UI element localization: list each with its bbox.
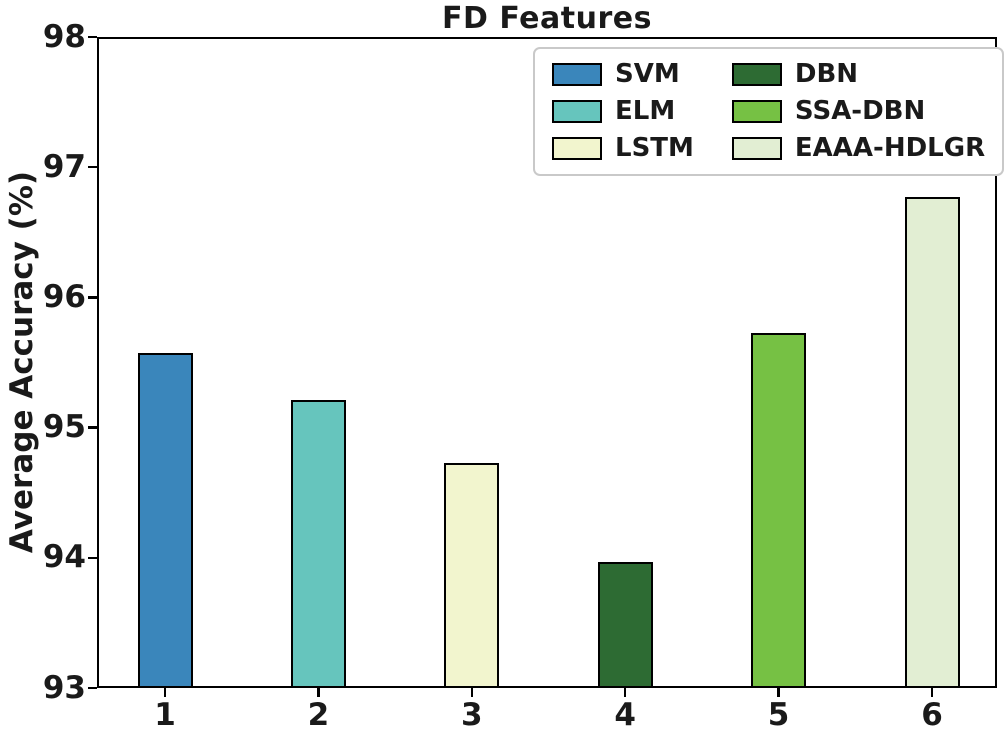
y-tick-mark	[88, 556, 97, 560]
x-tick-mark	[317, 688, 320, 697]
y-tick-label: 95	[42, 409, 86, 446]
legend-item-svm: SVM	[552, 60, 694, 88]
y-tick-label: 94	[42, 539, 86, 576]
legend-item-eaaa-hdlgr: EAAA-HDLGR	[731, 133, 986, 163]
legend-swatch-ssa-dbn	[731, 99, 782, 123]
legend-item-dbn: DBN	[731, 59, 985, 89]
x-tick-label: 3	[461, 697, 483, 731]
legend-label: SSA-DBN	[794, 96, 926, 126]
legend-swatch-dbn	[731, 62, 782, 86]
legend-label: DBN	[794, 59, 859, 89]
legend-swatch-eaaa-hdlgr	[731, 136, 782, 160]
x-tick-mark	[470, 688, 474, 697]
y-tick-label: 93	[42, 669, 86, 706]
legend-swatch-svm	[552, 62, 602, 86]
legend-swatch-lstm	[552, 136, 602, 160]
y-axis-label: Average Accuracy (%)	[4, 170, 40, 554]
bar-ssa-dbn	[751, 332, 807, 688]
x-tick-mark	[163, 688, 167, 697]
bar-svm	[137, 353, 193, 688]
legend-label: SVM	[615, 59, 680, 89]
legend-label: ELM	[615, 96, 676, 126]
x-tick-mark	[623, 688, 627, 697]
legend-label: LSTM	[615, 133, 694, 163]
x-tick-mark	[930, 688, 934, 697]
y-tick-mark	[88, 35, 97, 39]
y-tick-label: 98	[42, 18, 86, 55]
chart-title: FD Features	[442, 1, 652, 36]
legend-item-elm: ELM	[552, 97, 694, 125]
x-tick-label: 4	[614, 697, 636, 731]
bar-lstm	[444, 462, 500, 688]
x-tick-mark	[777, 688, 780, 697]
legend-swatch-elm	[552, 99, 602, 123]
legend: SVM DBN ELM SSA-DBN LSTM EAAA-HDLGR	[533, 47, 1005, 176]
y-tick-mark	[88, 686, 97, 690]
bar-elm	[290, 400, 346, 688]
legend-item-ssa-dbn: SSA-DBN	[731, 96, 985, 126]
y-tick-mark	[88, 426, 97, 429]
bar-dbn	[597, 561, 653, 688]
bar-eaaa-hdlgr	[904, 197, 960, 688]
legend-item-lstm: LSTM	[552, 134, 694, 162]
y-tick-mark	[88, 296, 97, 299]
x-tick-label: 5	[767, 697, 790, 731]
x-tick-label: 2	[307, 697, 330, 731]
y-tick-label: 96	[42, 278, 86, 315]
legend-label: EAAA-HDLGR	[794, 133, 986, 163]
y-tick-mark	[88, 165, 97, 169]
x-tick-label: 6	[921, 697, 943, 731]
x-tick-label: 1	[154, 697, 176, 731]
y-tick-label: 97	[42, 148, 86, 185]
